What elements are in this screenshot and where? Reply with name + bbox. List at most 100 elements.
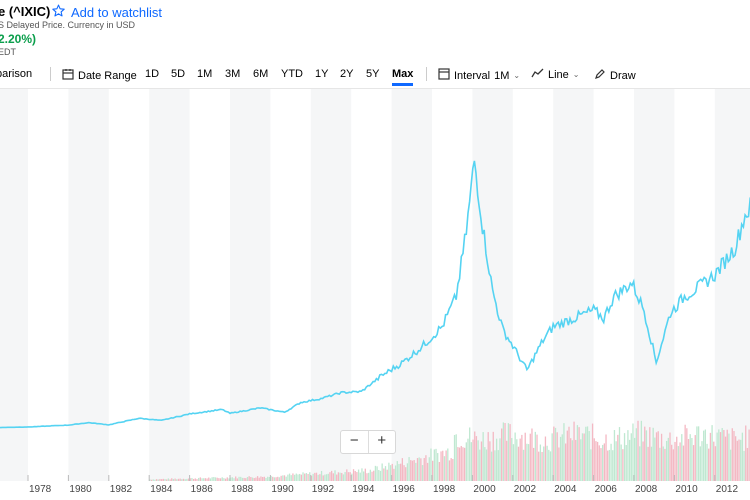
volume-bar: [398, 463, 400, 481]
volume-bar: [494, 450, 496, 481]
volume-bar: [327, 473, 329, 481]
volume-bar: [410, 460, 412, 481]
volume-bar: [639, 446, 641, 481]
range-1m[interactable]: 1M: [197, 68, 213, 80]
range-1d[interactable]: 1D: [145, 68, 160, 80]
zoom-in-button[interactable]: +: [377, 432, 387, 449]
zoom-out-button[interactable]: −: [349, 432, 359, 449]
x-tick-label: 1984: [150, 484, 173, 495]
range-6m[interactable]: 6M: [253, 68, 269, 80]
range-5d[interactable]: 5D: [171, 68, 186, 80]
comparison-button[interactable]: parison: [0, 68, 32, 80]
volume-bar: [691, 437, 693, 481]
volume-bar: [189, 478, 191, 481]
volume-bar: [155, 479, 158, 481]
year-band: [310, 89, 352, 481]
volume-bar: [696, 426, 698, 481]
volume-bar: [362, 471, 365, 481]
volume-bar: [630, 433, 632, 481]
volume-bar: [243, 477, 245, 481]
volume-bar: [723, 430, 725, 481]
volume-bar: [369, 469, 372, 481]
volume-bar: [263, 476, 265, 481]
volume-bar: [192, 478, 195, 481]
x-tick-label: 1982: [110, 484, 133, 495]
volume-bar: [640, 420, 643, 481]
x-tick-label: 2012: [716, 484, 739, 495]
range-ytd[interactable]: YTD: [281, 68, 303, 80]
volume-bar: [270, 475, 272, 481]
volume-bar: [352, 469, 355, 481]
interval-dropdown[interactable]: Interval 1M ⌄: [438, 68, 520, 83]
range-2y[interactable]: 2Y: [340, 68, 354, 80]
volume-bar: [214, 477, 217, 481]
volume-bar: [474, 431, 476, 481]
year-band: [0, 89, 29, 481]
volume-bar: [230, 477, 232, 481]
volume-bar: [726, 429, 728, 481]
toolbar-divider-line: [0, 88, 750, 89]
volume-bar: [566, 430, 568, 481]
volume-bar: [198, 477, 200, 481]
toolbar-divider: [50, 67, 51, 81]
volume-bar: [351, 473, 353, 481]
volume-bar: [152, 479, 154, 481]
volume-bar: [620, 444, 622, 481]
volume-bar: [406, 463, 409, 481]
volume-bar: [268, 477, 271, 481]
volume-bar: [642, 441, 644, 481]
volume-bar: [455, 434, 457, 481]
volume-bar: [445, 450, 447, 481]
draw-button[interactable]: Draw: [594, 68, 636, 83]
volume-bar: [292, 473, 294, 481]
volume-bar: [322, 475, 324, 481]
volume-bar: [644, 426, 646, 481]
x-tick-label: 1988: [231, 484, 254, 495]
range-1y[interactable]: 1Y: [315, 68, 329, 80]
volume-bar: [477, 440, 479, 481]
date-range-button[interactable]: Date Range: [62, 68, 137, 83]
x-tick-label: 2004: [554, 484, 577, 495]
volume-bar: [282, 475, 284, 481]
volume-bar: [240, 476, 242, 481]
volume-bar: [484, 447, 486, 481]
volume-bar: [448, 460, 451, 481]
volume-bar: [236, 478, 239, 481]
volume-bar: [613, 430, 616, 481]
volume-bar: [334, 470, 336, 481]
volume-bar: [223, 478, 225, 481]
volume-bar: [489, 441, 491, 481]
volume-bar: [603, 443, 605, 481]
price-chart[interactable]: 1978 1980 1982 1984 1986 1988 1990 1992 1994 1996…: [0, 89, 750, 500]
chart-toolbar: parison Date Range 1D 5D 1M 3M 6M YTD 1Y…: [0, 64, 750, 86]
volume-bar: [426, 462, 429, 481]
volume-bar: [272, 476, 274, 481]
volume-bar: [241, 477, 244, 481]
volume-bar: [637, 420, 639, 481]
volume-bar: [408, 457, 410, 481]
volume-bar: [320, 470, 323, 481]
volume-bar: [714, 446, 717, 481]
volume-bar: [585, 426, 587, 481]
range-3m[interactable]: 3M: [225, 68, 241, 80]
range-5y[interactable]: 5Y: [366, 68, 380, 80]
volume-bar: [208, 477, 210, 481]
volume-bar: [504, 423, 506, 481]
volume-bar: [440, 451, 442, 481]
volume-bar: [177, 478, 180, 481]
volume-bar: [384, 466, 387, 481]
volume-bar: [325, 474, 328, 481]
volume-bar: [736, 440, 738, 481]
chart-type-dropdown[interactable]: Line ⌄: [531, 68, 580, 81]
volume-bar: [558, 447, 560, 481]
volume-bar: [423, 458, 425, 481]
volume-bar: [314, 472, 316, 481]
volume-bar: [341, 472, 343, 481]
volume-bar: [389, 465, 392, 481]
range-max[interactable]: Max: [392, 68, 414, 80]
x-tick-label: 2002: [514, 484, 537, 495]
add-to-watchlist-button[interactable]: Add to watchlist: [52, 4, 162, 20]
interval-value: 1M: [494, 69, 510, 82]
volume-bar: [595, 441, 597, 481]
volume-bar: [160, 479, 163, 481]
